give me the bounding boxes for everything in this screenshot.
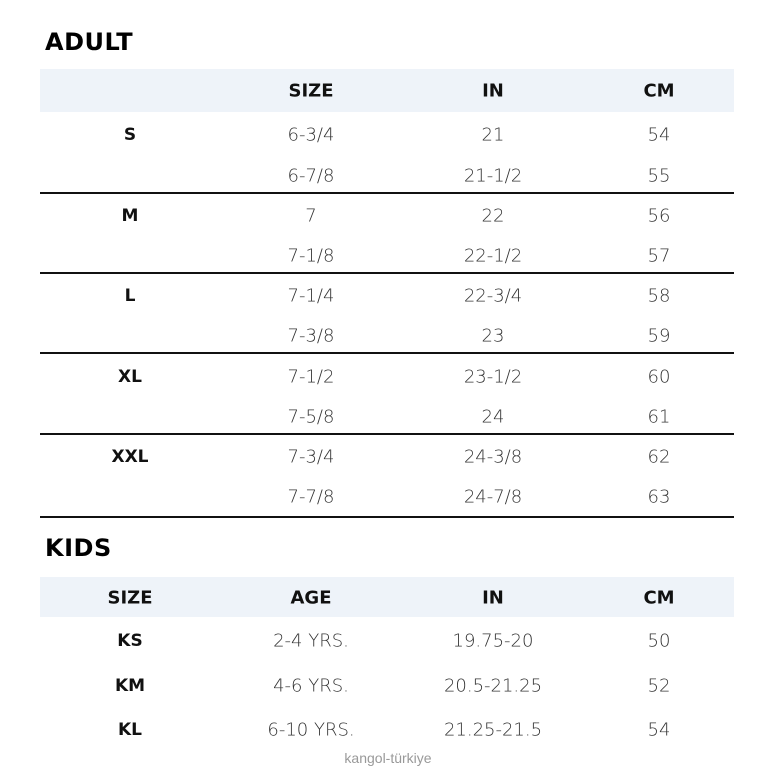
size-label: L <box>124 286 136 306</box>
kids-header-band <box>40 577 734 617</box>
table-cell: 6-3/4 <box>287 124 335 146</box>
table-cell: 54 <box>647 124 671 146</box>
adult-header-band <box>40 69 734 112</box>
kids-header-cell: CM <box>643 587 675 609</box>
group-divider <box>40 192 734 194</box>
table-cell: 63 <box>647 486 671 508</box>
table-cell: 52 <box>647 675 671 697</box>
watermark: kangol-türkiye <box>344 750 432 766</box>
kids-header-cell: AGE <box>290 587 332 609</box>
table-cell: 57 <box>647 245 671 267</box>
table-cell: 23-1/2 <box>463 366 523 388</box>
kids-title: KIDS <box>45 534 112 562</box>
adult-header-cell: CM <box>643 80 675 102</box>
size-label: M <box>121 206 139 226</box>
group-divider <box>40 516 734 518</box>
table-cell: 62 <box>647 446 671 468</box>
table-cell: 7-7/8 <box>287 486 335 508</box>
group-divider <box>40 352 734 354</box>
table-cell: 2-4 YRS. <box>273 630 349 652</box>
size-label: KL <box>117 720 142 740</box>
table-cell: 50 <box>647 630 671 652</box>
table-cell: 61 <box>647 406 671 428</box>
kids-header-cell: IN <box>482 587 504 609</box>
table-cell: 19.75-20 <box>452 630 534 652</box>
table-cell: 6-7/8 <box>287 165 335 187</box>
table-cell: 24 <box>481 406 505 428</box>
table-cell: 24-7/8 <box>463 486 523 508</box>
adult-title: ADULT <box>45 28 134 56</box>
table-cell: 58 <box>647 285 671 307</box>
table-cell: 7-1/4 <box>287 285 335 307</box>
table-cell: 22-3/4 <box>463 285 523 307</box>
table-cell: 23 <box>481 325 505 347</box>
table-cell: 7 <box>305 205 317 227</box>
table-cell: 54 <box>647 719 671 741</box>
table-cell: 21.25-21.5 <box>443 719 543 741</box>
adult-header-cell: SIZE <box>288 80 334 102</box>
table-cell: 4-6 YRS. <box>273 675 349 697</box>
table-cell: 56 <box>647 205 671 227</box>
size-label: S <box>123 125 137 145</box>
table-cell: 7-3/8 <box>287 325 335 347</box>
table-cell: 24-3/8 <box>463 446 523 468</box>
table-cell: 21 <box>481 124 505 146</box>
size-label: XL <box>118 367 142 387</box>
table-cell: 55 <box>647 165 671 187</box>
table-cell: 22-1/2 <box>463 245 523 267</box>
table-cell: 22 <box>481 205 505 227</box>
adult-header-cell: IN <box>482 80 504 102</box>
table-cell: 20.5-21.25 <box>443 675 543 697</box>
table-cell: 7-5/8 <box>287 406 335 428</box>
table-cell: 60 <box>647 366 671 388</box>
kids-header-cell: SIZE <box>107 587 153 609</box>
table-cell: 7-1/2 <box>287 366 335 388</box>
table-cell: 59 <box>647 325 671 347</box>
size-label: KS <box>117 631 143 651</box>
size-label: XXL <box>111 447 149 467</box>
size-label: KM <box>114 676 146 696</box>
group-divider <box>40 433 734 435</box>
table-cell: 6-10 YRS. <box>267 719 355 741</box>
group-divider <box>40 272 734 274</box>
table-cell: 7-3/4 <box>287 446 335 468</box>
table-cell: 21-1/2 <box>463 165 523 187</box>
table-cell: 7-1/8 <box>287 245 335 267</box>
